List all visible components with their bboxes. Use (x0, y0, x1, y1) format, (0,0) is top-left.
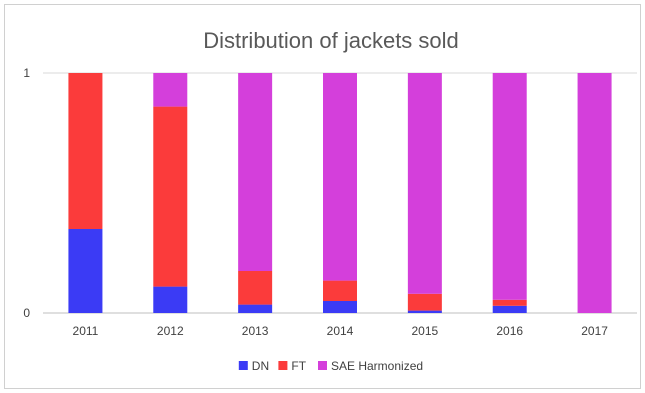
bar-segment-ft (407, 293, 442, 311)
x-tick-label: 2013 (242, 324, 269, 338)
y-tick-label: 0 (23, 306, 30, 320)
bar-segment-ft (323, 280, 357, 301)
bar-segment-ft (238, 271, 273, 305)
x-tick-label: 2012 (157, 324, 184, 338)
bar-segment-sae-harmonized (153, 73, 188, 107)
bar-segment-dn (407, 310, 442, 313)
x-tick-label: 2011 (73, 324, 99, 338)
bar-segment-sae-harmonized (407, 73, 442, 294)
bar-segment-dn (238, 304, 273, 313)
bar-segment-dn (492, 305, 527, 313)
bar-segment-sae-harmonized (238, 73, 273, 271)
bar-segment-dn (153, 286, 188, 313)
chart-title: Distribution of jackets sold (203, 28, 459, 53)
legend-label: DN (252, 359, 269, 373)
x-tick-label: 2016 (496, 324, 523, 338)
legend-label: FT (291, 359, 306, 373)
x-tick-label: 2015 (412, 324, 439, 338)
y-tick-label: 1 (23, 66, 30, 80)
bar-segment-sae-harmonized (492, 73, 527, 300)
chart-frame: Distribution of jackets sold 0 1 2011 2012 2… (4, 4, 641, 389)
x-tick-label: 2014 (327, 324, 354, 338)
bar-segment-sae-harmonized (577, 73, 612, 313)
bar-segment-dn (323, 301, 357, 313)
bar-segment-ft (492, 299, 527, 306)
bar-segment-ft (153, 106, 188, 287)
legend-label: SAE Harmonized (331, 359, 423, 373)
bar-segment-ft (68, 73, 103, 229)
legend-swatch-dn (238, 361, 248, 370)
legend-swatch-ft (278, 361, 288, 370)
bar-segment-dn (68, 229, 103, 313)
legend-swatch-sae-harmonized (318, 361, 327, 370)
x-tick-label: 2017 (581, 324, 608, 338)
chart-svg: Distribution of jackets sold 0 1 2011 2012 2… (23, 28, 637, 373)
bar-segment-sae-harmonized (323, 73, 357, 281)
